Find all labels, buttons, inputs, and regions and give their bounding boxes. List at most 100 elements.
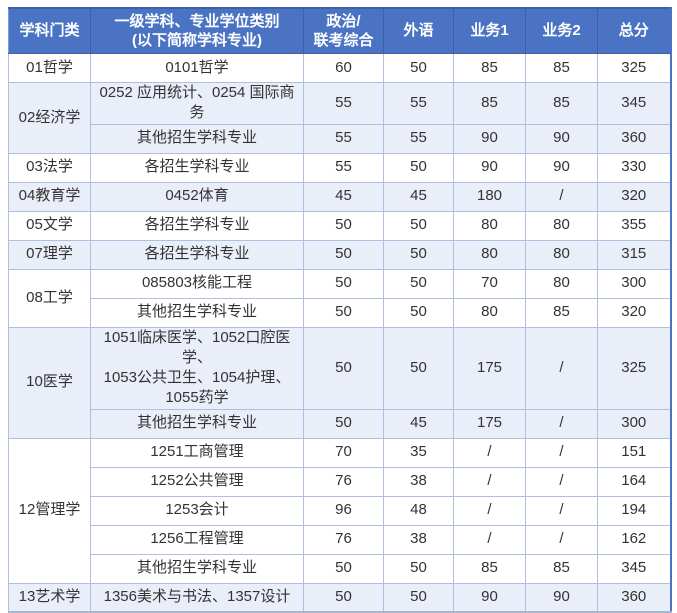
- business2-score-cell: /: [525, 437, 598, 468]
- total-score-cell: 320: [597, 297, 671, 328]
- business1-score-cell: /: [453, 495, 526, 526]
- politics-score-cell: 50: [303, 326, 384, 410]
- group-engineering: 08工学 085803核能工程 50 50 70 80 300 其他招生学科专业…: [8, 268, 671, 328]
- major-cell: 1251工商管理: [90, 437, 304, 468]
- total-score-cell: 162: [597, 524, 671, 555]
- business2-score-cell: /: [525, 326, 598, 410]
- group-education: 04教育学 0452体育 45 45 180 / 320: [8, 181, 671, 212]
- table-header: 学科门类 一级学科、专业学位类别 (以下简称学科专业) 政治/ 联考综合 外语 …: [8, 7, 671, 54]
- table-row: 12管理学 1251工商管理 70 35 / / 151: [8, 437, 671, 584]
- column-header-category: 学科门类: [8, 7, 91, 54]
- table-row: 其他招生学科专业 55 55 90 90 360: [9, 123, 671, 154]
- major-cell: 各招生学科专业: [90, 210, 304, 241]
- major-cell: 0101哲学: [90, 53, 304, 83]
- business1-score-cell: 70: [453, 268, 526, 299]
- foreign-score-cell: 50: [383, 297, 454, 328]
- column-header-business2: 业务2: [525, 7, 598, 54]
- foreign-score-cell: 55: [383, 82, 454, 125]
- business1-score-cell: /: [453, 524, 526, 555]
- table-row: 03法学 各招生学科专业 55 50 90 90 330: [8, 152, 671, 183]
- category-cell: 07理学: [8, 239, 91, 270]
- table-row: 04教育学 0452体育 45 45 180 / 320: [8, 181, 671, 212]
- business2-score-cell: /: [525, 466, 598, 497]
- business1-score-cell: 90: [453, 582, 526, 613]
- major-cell: 其他招生学科专业: [90, 408, 304, 439]
- major-cell: 1252公共管理: [90, 466, 304, 497]
- foreign-score-cell: 50: [383, 553, 454, 584]
- total-score-cell: 360: [597, 582, 671, 613]
- group-literature: 05文学 各招生学科专业 50 50 80 80 355: [8, 210, 671, 241]
- category-cell: 03法学: [8, 152, 91, 183]
- column-header-major: 一级学科、专业学位类别 (以下简称学科专业): [90, 7, 304, 54]
- total-score-cell: 325: [597, 326, 671, 410]
- total-score-cell: 345: [597, 82, 671, 125]
- group-law: 03法学 各招生学科专业 55 50 90 90 330: [8, 152, 671, 183]
- business2-score-cell: /: [525, 408, 598, 439]
- foreign-score-cell: 48: [383, 495, 454, 526]
- major-cell: 1356美术与书法、1357设计: [90, 582, 304, 613]
- category-cell: 01哲学: [8, 53, 91, 83]
- business2-score-cell: /: [525, 495, 598, 526]
- group-management: 12管理学 1251工商管理 70 35 / / 151 1252公共管理 76…: [8, 437, 671, 584]
- business2-score-cell: 85: [525, 553, 598, 584]
- business2-score-cell: 85: [525, 297, 598, 328]
- business1-score-cell: 90: [453, 123, 526, 154]
- foreign-score-cell: 38: [383, 466, 454, 497]
- business1-score-cell: 80: [453, 239, 526, 270]
- foreign-score-cell: 50: [383, 152, 454, 183]
- column-header-business1: 业务1: [453, 7, 526, 54]
- total-score-cell: 194: [597, 495, 671, 526]
- business2-score-cell: 80: [525, 268, 598, 299]
- major-cell: 1256工程管理: [90, 524, 304, 555]
- total-score-cell: 325: [597, 53, 671, 83]
- foreign-score-cell: 50: [383, 268, 454, 299]
- foreign-score-cell: 50: [383, 582, 454, 613]
- group-science: 07理学 各招生学科专业 50 50 80 80 315: [8, 239, 671, 270]
- major-cell: 其他招生学科专业: [90, 553, 304, 584]
- category-cell: 05文学: [8, 210, 91, 241]
- table-row: 其他招生学科专业 50 50 80 85 320: [9, 297, 671, 328]
- table-row: 08工学 085803核能工程 50 50 70 80 300: [8, 268, 671, 328]
- major-cell: 0452体育: [90, 181, 304, 212]
- politics-score-cell: 96: [303, 495, 384, 526]
- business1-score-cell: 85: [453, 53, 526, 83]
- foreign-score-cell: 45: [383, 181, 454, 212]
- foreign-score-cell: 55: [383, 123, 454, 154]
- business1-score-cell: 180: [453, 181, 526, 212]
- table-row: 01哲学 0101哲学 60 50 85 85 325: [8, 53, 671, 83]
- business2-score-cell: 90: [525, 152, 598, 183]
- total-score-cell: 355: [597, 210, 671, 241]
- business2-score-cell: 80: [525, 210, 598, 241]
- major-cell: 1253会计: [90, 495, 304, 526]
- major-cell: 1051临床医学、1052口腔医学、 1053公共卫生、1054护理、 1055…: [90, 326, 304, 410]
- politics-score-cell: 50: [303, 210, 384, 241]
- business1-score-cell: 85: [453, 553, 526, 584]
- politics-score-cell: 55: [303, 123, 384, 154]
- total-score-cell: 330: [597, 152, 671, 183]
- politics-score-cell: 76: [303, 466, 384, 497]
- business1-score-cell: 80: [453, 210, 526, 241]
- table-row: 13艺术学 1356美术与书法、1357设计 50 50 90 90 360: [8, 582, 671, 613]
- total-score-cell: 300: [597, 268, 671, 299]
- total-score-cell: 345: [597, 553, 671, 584]
- foreign-score-cell: 50: [383, 210, 454, 241]
- foreign-score-cell: 38: [383, 524, 454, 555]
- business1-score-cell: /: [453, 437, 526, 468]
- business2-score-cell: 85: [525, 82, 598, 125]
- major-cell: 其他招生学科专业: [90, 123, 304, 154]
- business2-score-cell: 90: [525, 582, 598, 613]
- politics-score-cell: 50: [303, 239, 384, 270]
- admission-score-table: 学科门类 一级学科、专业学位类别 (以下简称学科专业) 政治/ 联考综合 外语 …: [8, 7, 672, 613]
- category-cell: 02经济学: [8, 82, 91, 154]
- group-art: 13艺术学 1356美术与书法、1357设计 50 50 90 90 360: [8, 582, 671, 613]
- total-score-cell: 315: [597, 239, 671, 270]
- politics-score-cell: 70: [303, 437, 384, 468]
- politics-score-cell: 50: [303, 268, 384, 299]
- total-score-cell: 151: [597, 437, 671, 468]
- foreign-score-cell: 50: [383, 326, 454, 410]
- category-cell: 13艺术学: [8, 582, 91, 613]
- table-row: 02经济学 0252 应用统计、0254 国际商务 55 55 85 85 34…: [8, 82, 671, 154]
- major-cell: 0252 应用统计、0254 国际商务: [90, 82, 304, 125]
- business2-score-cell: /: [525, 181, 598, 212]
